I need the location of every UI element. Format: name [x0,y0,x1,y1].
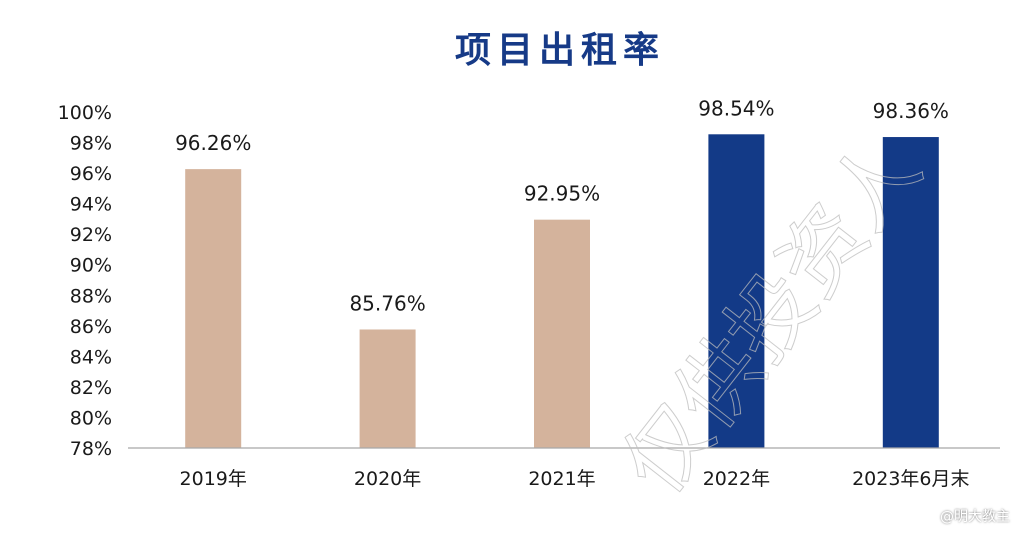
bar [359,329,416,448]
bar [708,134,765,448]
bar-value-label: 92.95% [524,182,600,206]
bar-value-label: 85.76% [349,291,425,315]
y-tick-label: 84% [70,346,112,368]
bar [882,137,939,448]
y-tick-label: 78% [70,438,112,460]
y-tick-label: 98% [70,133,112,155]
x-tick-label: 2019年 [180,468,247,490]
y-tick-label: 88% [70,285,112,307]
bar [185,169,242,448]
y-tick-label: 80% [70,407,112,429]
y-tick-label: 96% [70,163,112,185]
y-axis: 78% 80% 82% 84% 86% 88% 90% 92% 94% 96% 98% 100% [58,102,112,460]
y-tick-label: 94% [70,194,112,216]
x-axis: 2019年 2020年 2021年 2022年 2023年6月末 [128,447,1000,490]
chart-title: 项目出租率 [455,30,665,71]
bar-value-label: 98.36% [873,99,949,123]
y-tick-label: 90% [70,255,112,277]
x-tick-label: 2020年 [354,468,421,490]
y-tick-label: 100% [58,102,112,124]
y-tick-label: 92% [70,224,112,246]
bar-value-label: 96.26% [175,131,251,155]
bar-series: 96.26% 85.76% 92.95% 98.54% 98.36% [175,96,949,448]
x-tick-label: 2022年 [703,468,770,490]
x-tick-label: 2021年 [528,468,595,490]
y-tick-label: 86% [70,316,112,338]
y-tick-label: 82% [70,377,112,399]
watermark-credit: @明大教主 [940,509,1010,525]
bar [534,219,590,448]
bar-value-label: 98.54% [698,96,774,120]
x-tick-label: 2023年6月末 [852,468,969,490]
